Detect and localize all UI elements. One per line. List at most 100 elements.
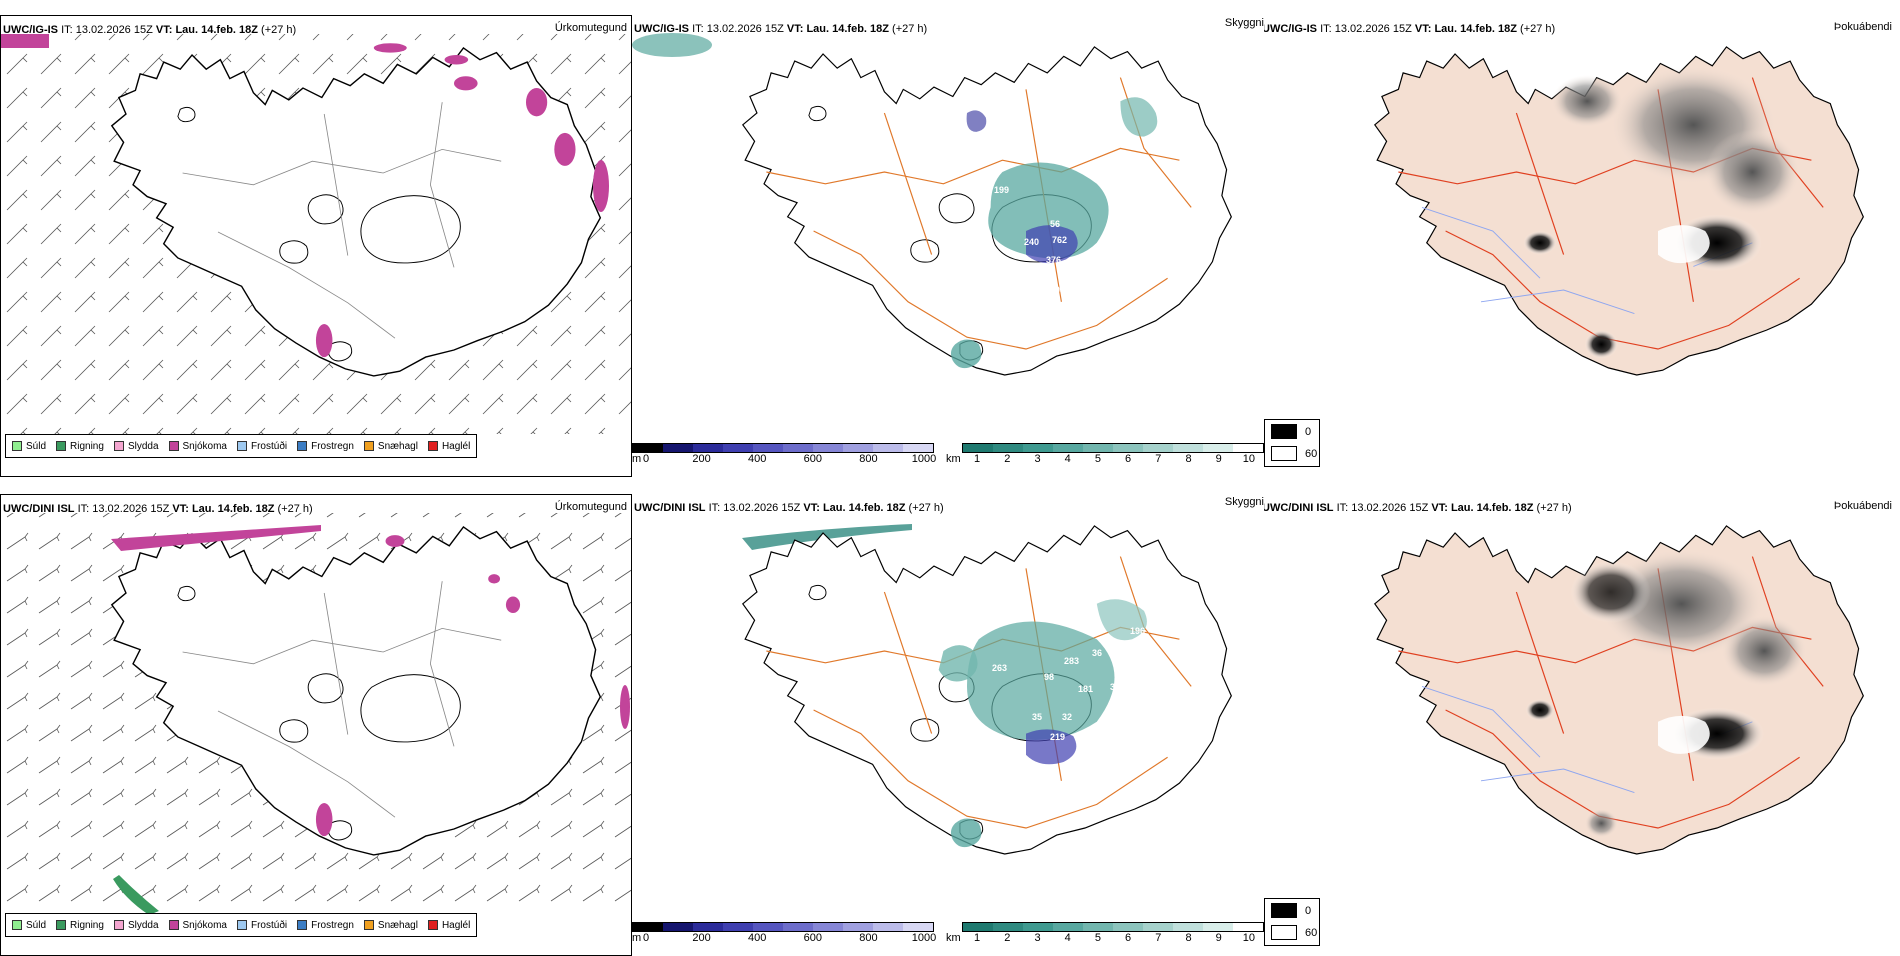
panel-parameter: Skyggni: [1224, 496, 1264, 508]
fog-panel-top: UWC/IG-IS IT: 13.02.2026 15Z VT: Lau. 14…: [1264, 15, 1896, 477]
visibility-tick: 4: [1064, 932, 1071, 944]
precip-swatch: [12, 920, 22, 930]
visibility-colorbar-cell: [1173, 923, 1203, 931]
visibility-colorbar-cell: [1233, 923, 1263, 931]
precip-swatch: [363, 920, 374, 930]
precip-map: [1, 513, 631, 915]
elevation-tick: 200: [692, 932, 711, 944]
precip-legend-label: Rigning: [70, 440, 104, 452]
visibility-colorbar-cell: [1233, 444, 1263, 452]
fog-swatch-60: [1271, 925, 1297, 940]
elevation-tick: 600: [803, 453, 822, 465]
elevation-colorbar-cell: [903, 444, 933, 452]
fog-legend-top: 0 60: [1264, 419, 1320, 467]
visibility-tick: 6: [1125, 453, 1132, 465]
visibility-tick: 2: [1004, 932, 1011, 944]
precip-swatch: [168, 920, 179, 930]
precip-legend-label: Haglél: [441, 919, 471, 931]
visibility-value-labels: 138 96 199 11 56 762 240 376 421 125 432…: [934, 139, 1182, 389]
panel-parameter: Skyggni: [1224, 17, 1264, 29]
precip-swatch: [236, 920, 247, 930]
visibility-tick: 2: [1004, 453, 1011, 465]
vis-label: 189: [1098, 279, 1113, 289]
visibility-colorbar-cell: [1083, 444, 1113, 452]
precip-legend-label: Frostregn: [311, 440, 354, 452]
elevation-colorbar-cell: [843, 923, 873, 931]
precip-legend-label: Frostúði: [250, 919, 288, 931]
precip-swatch: [12, 441, 22, 451]
visibility-tick: 8: [1185, 453, 1192, 465]
vis-label: 96: [1172, 160, 1182, 170]
visibility-colorbar-cell: [963, 444, 993, 452]
visibility-colorbar-cell: [993, 923, 1023, 931]
elevation-colorbar-cell: [723, 444, 753, 452]
elevation-tick: 400: [748, 932, 767, 944]
vis-label: 263: [992, 663, 1007, 673]
precip-legend-item: Súld: [12, 920, 46, 931]
precip-swatch: [168, 441, 179, 451]
precip-swatch: [297, 441, 308, 451]
vis-label: 283: [1064, 656, 1079, 666]
precip-legend-label: Snæhagl: [377, 919, 418, 931]
precip-swatch: [236, 441, 247, 451]
vis-label: 35: [1032, 712, 1042, 722]
vis-label: 11: [980, 187, 990, 197]
precip-legend-item: Frostregn: [297, 920, 354, 931]
precip-swatch: [297, 920, 308, 930]
elevation-colorbar-cell: [813, 444, 843, 452]
elevation-tick: 1000: [911, 453, 937, 465]
visibility-tick: 5: [1094, 453, 1101, 465]
visibility-colorbar-cell: [1083, 923, 1113, 931]
precip-legend-item: Rigning: [56, 920, 104, 931]
fog-swatch-0: [1271, 903, 1297, 918]
fog-map: [1374, 525, 1864, 855]
precip-swatch: [113, 920, 124, 930]
precip-legend-label: Súld: [26, 919, 47, 931]
panel-parameter: Þokuábendi: [1833, 21, 1892, 33]
visibility-ticks: 1 2 3 4 5 6 7 8 9 10: [962, 453, 1264, 467]
elevation-colorbar-cell: [813, 923, 843, 931]
fog-panel-bottom: UWC/DINI ISL IT: 13.02.2026 15Z VT: Lau.…: [1264, 494, 1896, 956]
visibility-tick: 3: [1034, 932, 1041, 944]
visibility-colorbar-cell: [1143, 444, 1173, 452]
precip-type-panel-top: UWC/IG-IS IT: 13.02.2026 15Z VT: Lau. 14…: [0, 15, 632, 477]
visibility-map: 138 96 199 11 56 762 240 376 421 125 432…: [632, 33, 1232, 389]
precip-legend-item: Snæhagl: [363, 919, 418, 931]
visibility-ticks: 1 2 3 4 5 6 7 8 9 10: [962, 932, 1264, 946]
precip-legend-item: Súld: [12, 441, 46, 452]
fog-swatch-60: [1271, 446, 1297, 461]
elevation-colorbar-cell: [753, 444, 783, 452]
precip-legend-item: Haglél: [427, 440, 471, 452]
vis-label: 125: [1116, 261, 1131, 271]
vis-label: 56: [1050, 219, 1060, 229]
panel-title: UWC/IG-IS IT: 13.02.2026 15Z VT: Lau. 14…: [3, 24, 297, 36]
precip-legend-item: Slydda: [113, 440, 159, 452]
precip-legend-label: Slydda: [127, 440, 159, 452]
precip-legend-item: Frostúði: [236, 919, 288, 931]
visibility-value-labels: 263 35 283 98 36 196 690 181 35 32 219 1…: [934, 626, 1151, 881]
precip-swatch: [427, 441, 438, 451]
elevation-tick: 800: [859, 453, 878, 465]
elevation-ticks: 0 200 400 600 800 1000: [643, 453, 937, 467]
fog-map: [1374, 46, 1864, 376]
precip-swatch: [113, 441, 124, 451]
elevation-colorbar-cell: [873, 444, 903, 452]
visibility-tick: 10: [1242, 453, 1256, 465]
vis-label: 36: [1092, 648, 1102, 658]
elevation-tick: 0: [642, 932, 650, 944]
elevation-colorbar: [632, 443, 934, 453]
vis-label: 303: [1064, 299, 1079, 309]
elevation-colorbar: [632, 922, 934, 932]
vis-label: 35: [1110, 682, 1120, 692]
elevation-colorbar-cell: [753, 923, 783, 931]
visibility-colorbar-cell: [1113, 923, 1143, 931]
vis-label: 240: [1024, 237, 1039, 247]
precip-legend-label: Haglél: [441, 440, 471, 452]
visibility-tick: 6: [1125, 932, 1132, 944]
panel-parameter: Úrkomutegund: [554, 501, 627, 513]
precip-legend-label: Slydda: [127, 919, 159, 931]
elevation-colorbar-cell: [663, 444, 693, 452]
precip-legend-item: Rigning: [56, 441, 104, 452]
fog-legend-label: 0: [1305, 425, 1312, 438]
vis-label: 181: [1078, 684, 1093, 694]
